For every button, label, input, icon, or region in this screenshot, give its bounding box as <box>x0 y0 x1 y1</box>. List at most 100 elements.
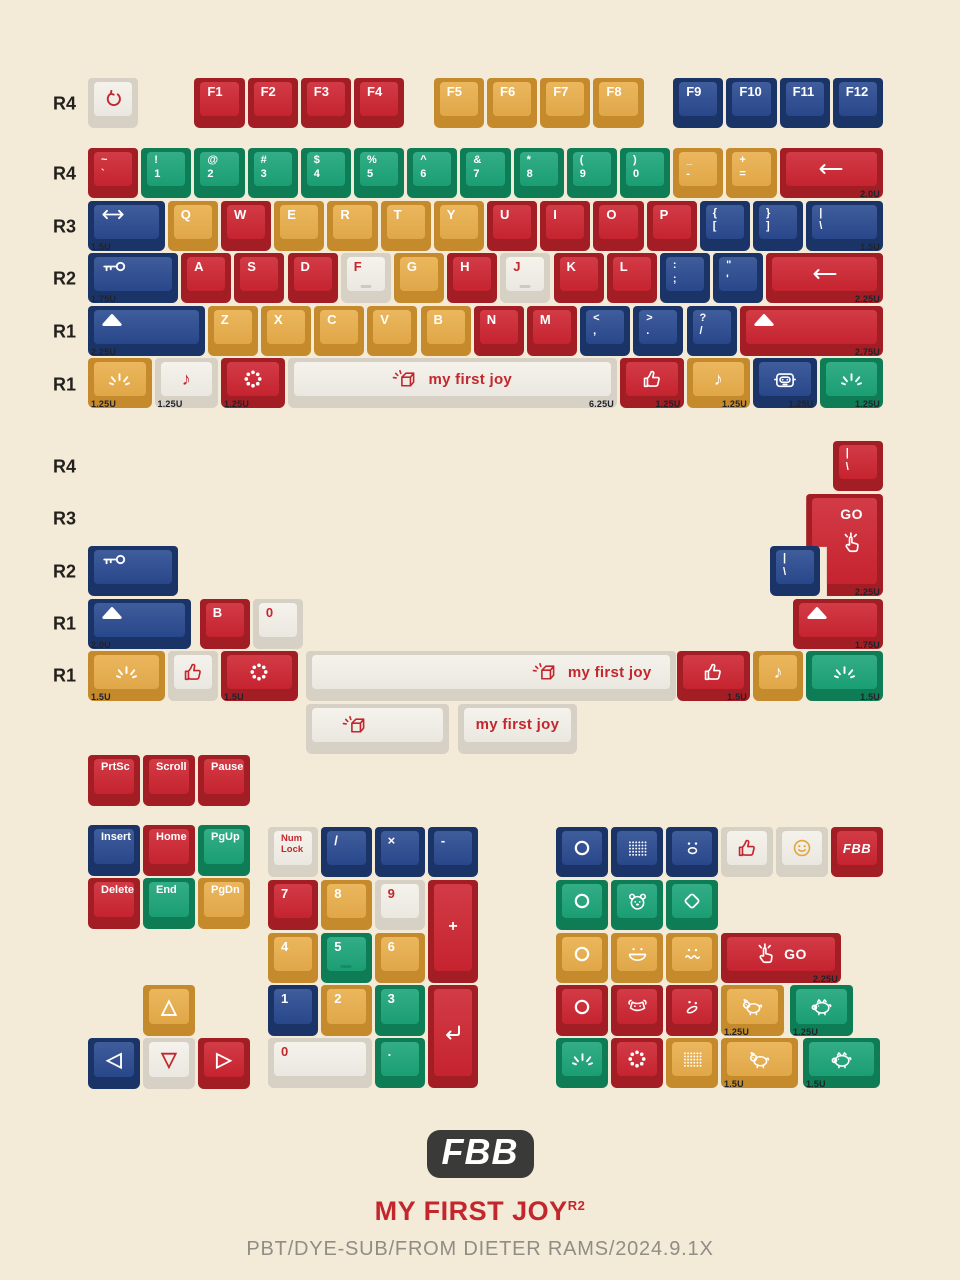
esc-icon <box>94 82 132 116</box>
keycap-face: . <box>380 1042 419 1077</box>
keycap-face: F8 <box>599 82 638 116</box>
size-label: 2.75U <box>854 346 880 357</box>
keycap-face: " ' <box>719 257 758 291</box>
keycap-face: }] <box>759 204 798 239</box>
keycap-face: my first joy <box>312 655 670 689</box>
keycap-face: ! 1 <box>147 152 186 186</box>
keycap-sym-: " ' <box>713 253 764 303</box>
row-label-r4: R4 <box>52 456 76 477</box>
keycap-face: + = <box>732 152 771 186</box>
keycap-face: A <box>187 257 226 291</box>
keycap-spark-novelty: 1.5U <box>88 651 165 702</box>
keycap-face: E <box>280 204 319 239</box>
keycap-face <box>672 883 712 919</box>
keycap-face: <, <box>586 309 625 344</box>
keycap-face <box>562 1042 602 1077</box>
keycap-face: / <box>327 831 366 866</box>
keycap-np-zero: 0 <box>268 1038 372 1089</box>
keycap-i: I <box>540 200 591 251</box>
keycap-thumb-novelty: 1.25U <box>620 358 684 409</box>
size-label: 2.25U <box>91 346 117 357</box>
keycap-face: PgUp <box>204 829 244 864</box>
keycap-face <box>94 362 146 396</box>
keycap-face: @2 <box>200 152 239 186</box>
arrow-down-icon: ▽ <box>161 1048 177 1071</box>
blossom-novelty-icon <box>227 655 292 689</box>
keycap-music-novelty: ♪ <box>753 651 804 701</box>
keycap-face: 7 <box>274 883 313 919</box>
keycap-face: Y <box>439 204 478 239</box>
keycap-esc <box>88 78 139 128</box>
keycap-face: J <box>506 257 545 291</box>
keycap-face: - <box>433 831 473 866</box>
keycap-pipe-r2: | \ <box>770 546 821 596</box>
size-label: 1.25U <box>724 1026 750 1037</box>
keycap-left-shift: 2.25U <box>88 305 205 357</box>
keycap-np-dot: . <box>374 1038 425 1089</box>
keycap-face: F9 <box>679 82 718 116</box>
keycap-sym-4: $4 <box>300 148 351 198</box>
keycap-shift-175: 1.75U <box>792 598 883 650</box>
arrow-right-icon: ▷ <box>216 1048 232 1071</box>
keycap-frog-novelty <box>611 932 663 983</box>
keycap-arrow-up: △ <box>143 985 195 1036</box>
size-label: 2.25U <box>812 973 838 984</box>
size-label: 1.5U <box>805 1079 826 1090</box>
keycap-np-plus: + <box>427 879 479 983</box>
set-title-revision: R2 <box>567 1198 586 1213</box>
keycap-bear-novelty <box>611 879 663 931</box>
keycap-arrow-right: ▷ <box>198 1038 250 1089</box>
keycap-sym-: ? / <box>686 305 737 356</box>
keycap-face <box>672 1042 712 1077</box>
keycap-home: Home <box>143 825 195 876</box>
keycap-face: my first joy <box>463 707 572 742</box>
keycap-face: B <box>426 309 465 344</box>
keycap-face: X <box>266 309 306 344</box>
keycap-4: 4 <box>268 932 319 983</box>
keycap-v: V <box>367 305 418 356</box>
thumb-novelty-icon <box>727 831 767 865</box>
keycap-r: R <box>327 200 378 251</box>
keycap-face: O <box>599 204 638 239</box>
spark-novelty-icon <box>94 655 159 689</box>
keycap-capslock-alt <box>88 546 179 596</box>
homing-bar <box>519 285 531 288</box>
size-label: 1.25U <box>91 399 117 409</box>
size-label: 1.25U <box>157 399 183 409</box>
keycap-sym-: <, <box>580 305 631 356</box>
diamond-novelty-icon <box>672 884 712 918</box>
keycap-capslock: 1.75U <box>88 253 179 304</box>
keycap-b: B <box>199 598 250 649</box>
keycap-np-minus: - <box>427 827 479 878</box>
thumb-novelty-icon <box>683 655 744 689</box>
size-label: 1.25U <box>224 399 250 409</box>
size-label: 1.25U <box>721 399 747 409</box>
keycap-face: D <box>293 257 332 291</box>
keycap-sym-: }] <box>753 200 804 251</box>
keycap-spacebar: my first joy 6.25U <box>287 358 617 409</box>
music-novelty-icon: ♪ <box>713 368 723 389</box>
keycap-face: Home <box>149 829 189 864</box>
keycap-face: GO <box>812 497 877 584</box>
keycap-face: T <box>386 204 425 239</box>
keycap-blossom-novelty: 1.5U <box>221 651 298 702</box>
keycap-face <box>682 655 744 689</box>
row-label-r1: R1 <box>52 321 76 342</box>
keycap-f5: F5 <box>433 78 484 128</box>
keycap-face <box>94 602 186 637</box>
wavy-face-novelty-icon <box>672 937 712 971</box>
row-label-r2: R2 <box>52 268 76 289</box>
capslock-alt-icon <box>101 553 127 571</box>
size-label: 1.75U <box>91 294 117 304</box>
keycap-shift-2u: 2.0U <box>88 598 192 650</box>
size-label: 1.25U <box>854 399 880 409</box>
keycap-dog-novelty: 1.5U <box>721 1038 798 1089</box>
keycap-numlock: Num Lock <box>268 827 319 878</box>
keycap-face <box>798 602 877 637</box>
row-label-r4: R4 <box>52 93 76 114</box>
blossom-novelty-icon <box>617 1042 657 1076</box>
spark-novelty-icon <box>812 655 877 689</box>
keycap-zero-white: 0 <box>252 598 304 649</box>
keycap-face: R <box>333 204 372 239</box>
keycap-music-novelty: ♪ 1.25U <box>154 358 218 409</box>
